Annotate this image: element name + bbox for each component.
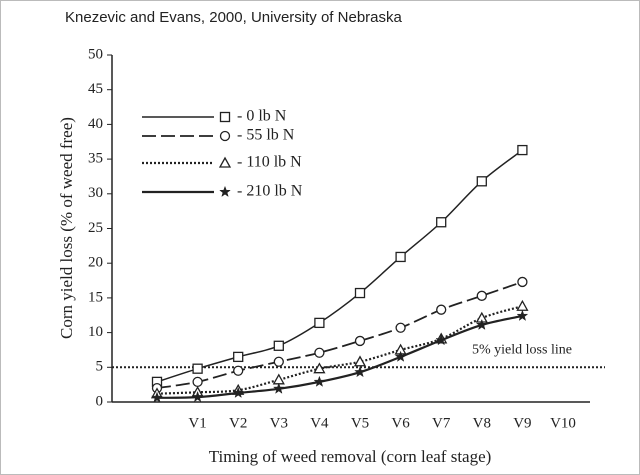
marker	[354, 365, 366, 378]
marker	[219, 185, 231, 198]
marker	[272, 373, 285, 385]
marker	[435, 333, 448, 346]
x-tick-label: V10	[550, 415, 576, 431]
marker	[192, 376, 203, 388]
y-axis-label: Corn yield loss (% of weed free)	[57, 117, 76, 339]
marker	[516, 299, 529, 311]
marker	[517, 276, 528, 288]
series-line	[156, 149, 523, 383]
marker	[151, 391, 163, 403]
marker	[232, 386, 245, 399]
y-tick-label: 25	[88, 220, 103, 236]
series-line	[156, 314, 523, 399]
y-tick-label: 40	[88, 116, 103, 132]
marker	[314, 347, 325, 358]
legend-label: - 55 lb N	[237, 127, 295, 144]
marker	[516, 309, 529, 322]
marker	[354, 335, 366, 347]
marker	[273, 356, 284, 367]
legend-label: - 210 lb N	[237, 183, 303, 200]
marker	[219, 111, 231, 123]
legend-label: - 0 lb N	[237, 108, 287, 125]
marker	[314, 317, 325, 329]
x-tick-label: V7	[432, 415, 451, 431]
series-line	[156, 305, 523, 395]
marker	[233, 365, 244, 376]
x-tick-label: V4	[310, 415, 329, 431]
marker	[192, 363, 203, 374]
marker	[395, 251, 406, 263]
marker	[272, 382, 285, 394]
y-tick-label: 0	[96, 393, 104, 409]
y-tick-label: 30	[88, 185, 103, 201]
reference-label: 5% yield loss line	[472, 343, 572, 358]
marker	[218, 156, 232, 168]
chart-title: Knezevic and Evans, 2000, University of …	[65, 9, 402, 26]
x-tick-label: V8	[473, 415, 491, 431]
y-tick-label: 45	[88, 81, 103, 97]
marker	[394, 350, 407, 362]
marker	[219, 130, 231, 142]
marker	[273, 340, 284, 351]
y-tick-label: 10	[88, 324, 103, 340]
x-tick-label: V1	[188, 415, 206, 431]
marker	[436, 217, 447, 228]
x-tick-label: V6	[391, 415, 410, 431]
marker	[354, 287, 366, 299]
legend-label: - 110 lb N	[237, 154, 302, 171]
marker	[313, 362, 326, 374]
x-axis-label: Timing of weed removal (corn leaf stage)	[209, 447, 492, 466]
x-tick-label: V2	[229, 415, 247, 431]
y-tick-label: 35	[88, 151, 103, 167]
marker	[476, 290, 487, 301]
marker	[436, 304, 447, 315]
marker	[517, 144, 528, 156]
marker	[313, 375, 326, 387]
x-tick-label: V5	[351, 415, 369, 431]
x-tick-label: V3	[270, 415, 288, 431]
y-tick-label: 15	[88, 289, 103, 305]
marker	[395, 322, 406, 333]
marker	[475, 318, 488, 331]
y-tick-label: 50	[88, 46, 103, 62]
marker	[191, 390, 204, 403]
marker	[353, 355, 367, 367]
y-tick-label: 5	[96, 359, 104, 375]
x-tick-label: V9	[513, 415, 531, 431]
marker	[233, 351, 244, 363]
marker	[476, 176, 487, 187]
y-tick-label: 20	[88, 255, 103, 271]
series-line	[156, 281, 523, 390]
